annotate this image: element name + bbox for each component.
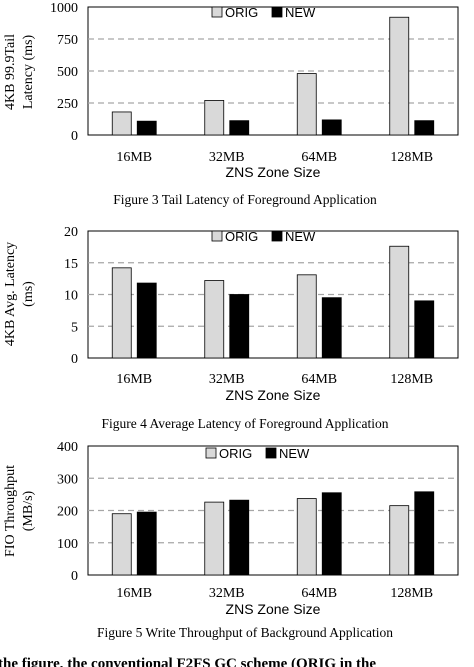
chart1-x-tick-label: 32MB [209, 150, 245, 165]
chart2-y-tick-label: 15 [64, 257, 78, 272]
chart2-bar-orig-128mb [389, 245, 410, 359]
chart2-y-axis-title: 4KB Avg. Latency [3, 242, 18, 346]
chart2-x-axis-title: ZNS Zone Size [226, 387, 321, 403]
chart3-bar-new-32mb [229, 499, 250, 576]
chart2-bar-orig-16mb [111, 267, 132, 359]
chart1-x-tick-label: 64MB [301, 150, 337, 165]
chart3-x-tick-label: 16MB [116, 586, 152, 601]
chart1-bar-orig-16mb [111, 111, 132, 136]
chart3-bar-orig-16mb [111, 513, 132, 576]
chart3-y-axis-title: (MB/s) [21, 490, 36, 531]
chart3-legend-swatch-orig [205, 447, 217, 459]
chart3-y-tick-label: 0 [71, 569, 78, 584]
chart3-x-tick-label: 32MB [209, 586, 245, 601]
chart2-bar-orig-32mb [204, 280, 225, 359]
chart1-bar-new-128mb [414, 120, 435, 136]
chart3-x-tick-label: 128MB [390, 586, 433, 601]
chart1-bar-new-64mb [321, 119, 342, 136]
chart2-legend-label-orig: ORIG [225, 229, 258, 244]
chart2-x-tick-label: 128MB [390, 372, 433, 387]
chart2-bar-orig-64mb [296, 274, 317, 359]
chart1-bar-orig-128mb [389, 16, 410, 136]
chart2-caption: Figure 4 Average Latency of Foreground A… [102, 416, 389, 431]
chart2-y-tick-label: 10 [64, 289, 78, 304]
chart1-legend-label-orig: ORIG [225, 5, 258, 20]
chart1-y-tick-label: 250 [57, 97, 78, 112]
chart1-y-tick-label: 500 [57, 65, 78, 80]
chart1-bar-orig-32mb [204, 100, 225, 136]
chart1-y-tick-label: 0 [71, 129, 78, 144]
chart1-y-axis-title: Latency (ms) [21, 35, 36, 110]
chart3-bar-orig-32mb [204, 501, 225, 576]
chart1-bar-orig-64mb [296, 73, 317, 136]
chart2-bar-new-16mb [136, 282, 157, 359]
chart2-y-tick-label: 0 [71, 352, 78, 367]
chart2-bar-new-64mb [321, 297, 342, 359]
chart1-y-tick-label: 750 [57, 33, 78, 48]
chart2-bar-new-128mb [414, 300, 435, 359]
chart1-bar-new-32mb [229, 120, 250, 136]
chart2-legend-swatch-new [271, 230, 283, 242]
chart1-x-tick-label: 16MB [116, 150, 152, 165]
chart3-y-tick-label: 300 [57, 472, 78, 487]
chart3-bar-orig-64mb [296, 498, 317, 576]
chart3-y-tick-label: 400 [57, 440, 78, 455]
chart3-bar-new-64mb [321, 492, 342, 576]
chart1-bar-new-16mb [136, 120, 157, 136]
chart3-caption: Figure 5 Write Throughput of Background … [97, 625, 393, 640]
chart1-x-tick-label: 128MB [390, 150, 433, 165]
chart3-legend-label-orig: ORIG [219, 446, 252, 461]
chart1-legend-swatch-orig [211, 6, 223, 18]
chart3-bar-new-128mb [414, 491, 435, 576]
chart1-y-axis-title: 4KB 99.9Tail [3, 34, 18, 110]
chart3-y-tick-label: 100 [57, 537, 78, 552]
chart3-bar-new-16mb [136, 511, 157, 576]
chart1-legend-swatch-new [271, 6, 283, 18]
chart2-x-tick-label: 64MB [301, 372, 337, 387]
chart2-legend-label-new: NEW [285, 229, 316, 244]
chart1-x-axis-title: ZNS Zone Size [226, 164, 321, 180]
chart3-y-tick-label: 200 [57, 505, 78, 520]
chart3-x-axis-title: ZNS Zone Size [226, 601, 321, 617]
chart3-legend-label-new: NEW [279, 446, 310, 461]
chart2-legend-swatch-orig [211, 230, 223, 242]
chart2-y-tick-label: 20 [64, 225, 78, 240]
chart3-y-axis-title: FIO Throughput [3, 465, 18, 557]
chart1-y-tick-label: 1000 [50, 1, 78, 16]
body-text-fragment: the figure, the conventional F2FS GC sch… [0, 656, 376, 667]
chart3-bar-orig-128mb [389, 505, 410, 576]
chart2-bar-new-32mb [229, 294, 250, 359]
chart2-y-tick-label: 5 [71, 320, 78, 335]
chart2-y-axis-title: (ms) [21, 281, 36, 307]
chart3-x-tick-label: 64MB [301, 586, 337, 601]
chart1-legend-label-new: NEW [285, 5, 316, 20]
chart1-caption: Figure 3 Tail Latency of Foreground Appl… [113, 192, 377, 207]
chart3-legend-swatch-new [265, 447, 277, 459]
chart2-x-tick-label: 32MB [209, 372, 245, 387]
chart2-x-tick-label: 16MB [116, 372, 152, 387]
